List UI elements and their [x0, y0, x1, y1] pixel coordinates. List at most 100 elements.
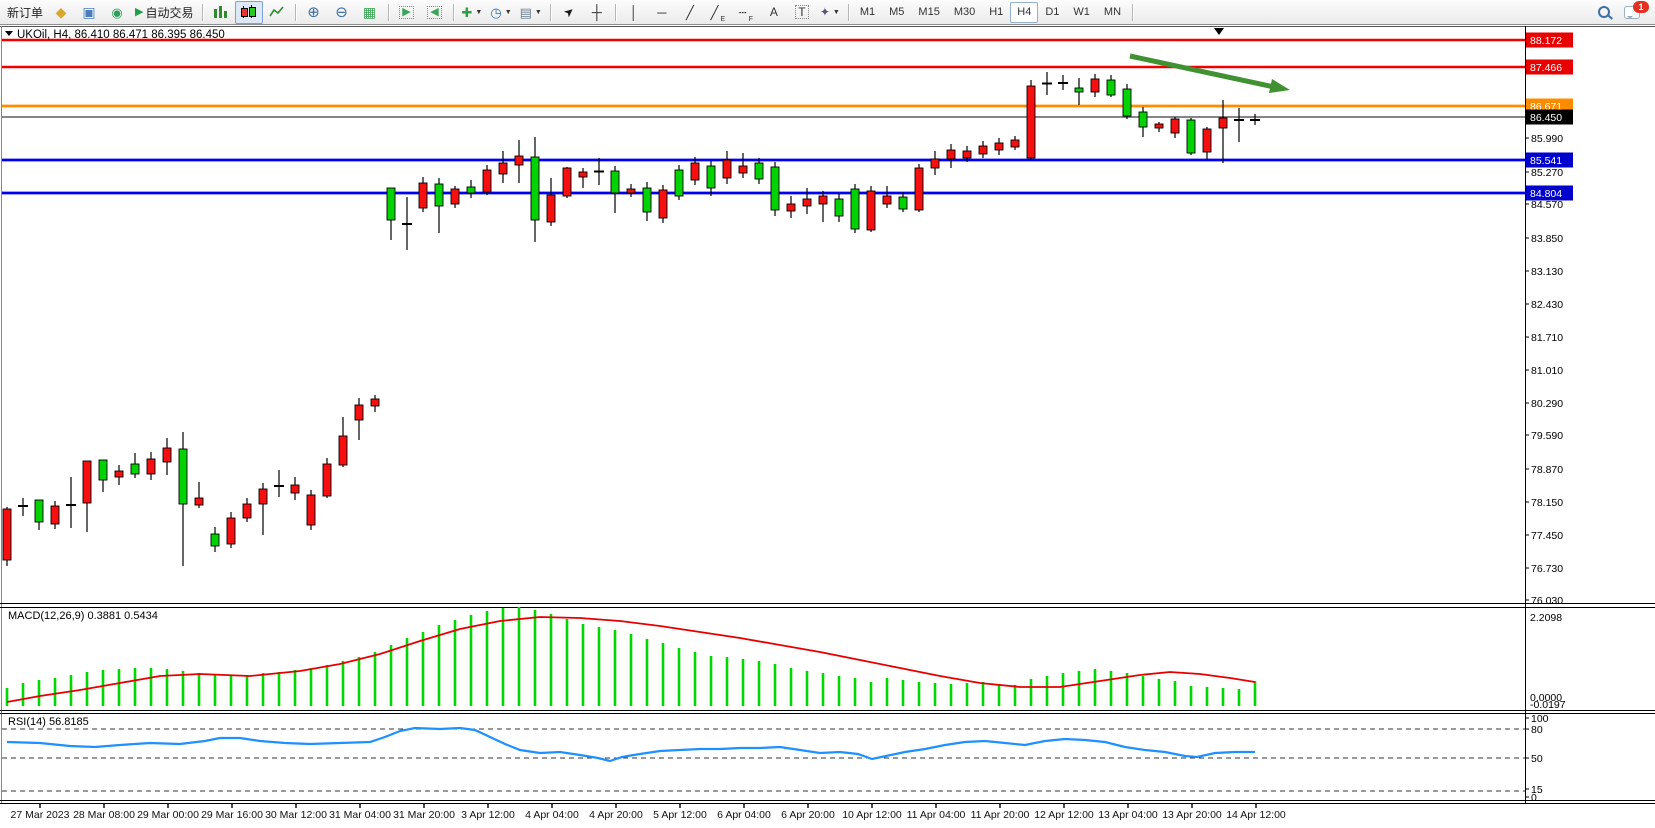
zoom-out-button[interactable]: ⊖: [328, 1, 356, 24]
price-tick-label: 81.010: [1531, 365, 1563, 377]
auto-scroll-button[interactable]: ▶: [393, 1, 421, 24]
candle-body: [370, 398, 380, 407]
chart-shift-icon: ◀: [427, 5, 442, 19]
notifications-button[interactable]: 1: [1618, 0, 1649, 24]
candle-body: [946, 149, 956, 160]
rsi-axis-label: 100: [1531, 713, 1549, 725]
trend-arrow-head[interactable]: [1269, 79, 1290, 93]
timeframe-m15[interactable]: M15: [918, 6, 940, 18]
auto-trading-button[interactable]: ▶ 自动交易: [131, 1, 197, 24]
candle-body: [354, 404, 364, 421]
timeframe-w1[interactable]: W1: [1073, 6, 1090, 18]
candle-body: [1186, 119, 1196, 154]
auto-trading-icon: ▶: [135, 5, 144, 18]
text-tool-button[interactable]: A: [760, 1, 788, 24]
macd-signal-line: [6, 616, 1256, 703]
line-chart-button[interactable]: [263, 1, 291, 24]
price-tick-label: 85.270: [1531, 167, 1563, 179]
candle-body: [498, 162, 508, 175]
candle-body: [674, 169, 684, 197]
macd-axis-min: -0.0197: [1530, 699, 1566, 711]
candle-body: [98, 459, 108, 481]
timeframe-mn[interactable]: MN: [1103, 6, 1122, 18]
price-tick-label: 78.870: [1531, 464, 1563, 476]
timeframe-h4[interactable]: H4: [1010, 1, 1039, 23]
search-button[interactable]: [1590, 1, 1618, 24]
trend-arrow-line[interactable]: [1129, 53, 1275, 90]
candlestick-chart-button[interactable]: [234, 0, 263, 24]
zoom-in-button[interactable]: ⊕: [300, 1, 328, 24]
crosshair-button[interactable]: ┼: [583, 1, 611, 24]
toolbar-separator: [1132, 3, 1134, 21]
bar-chart-button[interactable]: [207, 1, 235, 24]
shapes-tool-icon-caret: ▼: [832, 8, 840, 16]
bar-chart-icon: [213, 5, 228, 19]
symbol-dropdown-icon[interactable]: [5, 31, 13, 36]
new-order-button[interactable]: 新订单: [3, 1, 47, 24]
candle-body: [770, 166, 780, 211]
candle-body: [866, 190, 876, 231]
candle-body: [1138, 111, 1148, 128]
rsi-label: RSI(14) 56.8185: [8, 716, 89, 728]
channel-tool-button[interactable]: ╱ E: [704, 1, 732, 24]
price-badge: [1526, 109, 1573, 125]
rsi-axis-label: 0: [1531, 792, 1537, 804]
time-label: 13 Apr 04:00: [1098, 809, 1158, 821]
price-badge: [1526, 152, 1573, 168]
chart-shift-button[interactable]: ◀: [421, 1, 449, 24]
candle-body: [1202, 128, 1212, 153]
candle-body: [610, 170, 620, 194]
time-marker: [1214, 28, 1224, 35]
signals-button[interactable]: ◉: [103, 1, 131, 24]
hline-tool-button[interactable]: ─: [648, 1, 676, 24]
period-clock-button[interactable]: ◷ ▼: [486, 1, 515, 24]
period-clock-icon-caret: ▼: [504, 8, 512, 16]
shapes-tool-icon: ✦: [819, 5, 830, 19]
fibonacci-tool-icon-sub: F: [748, 15, 753, 23]
tile-windows-button[interactable]: ▦: [356, 1, 384, 24]
price-tick-label: 79.590: [1531, 430, 1563, 442]
market-watch-button[interactable]: ▣: [75, 1, 103, 24]
vline-tool-button[interactable]: │: [620, 1, 648, 24]
candle-body: [962, 150, 972, 159]
signals-icon: ◉: [111, 4, 123, 20]
time-label: 30 Mar 12:00: [265, 809, 327, 821]
candle-body: [786, 203, 796, 212]
candle-body: [322, 463, 332, 497]
timeframe-m1[interactable]: M1: [859, 6, 876, 18]
candle-body: [722, 159, 732, 179]
timeframe-m30[interactable]: M30: [953, 6, 976, 18]
time-label: 3 Apr 12:00: [461, 809, 515, 821]
trendline-tool-button[interactable]: ╱: [676, 1, 704, 24]
candle-body: [994, 142, 1004, 151]
template-button[interactable]: ▤ ▼: [516, 1, 546, 24]
time-label: 31 Mar 20:00: [393, 809, 455, 821]
label-tool-button[interactable]: T: [788, 1, 816, 24]
add-indicator-button[interactable]: ✚ ▼: [458, 1, 487, 24]
timeframe-d1[interactable]: D1: [1045, 6, 1060, 18]
channel-tool-icon: ╱: [710, 4, 719, 20]
candle-body: [626, 188, 636, 194]
candle-body: [290, 484, 300, 494]
time-label: 31 Mar 04:00: [329, 809, 391, 821]
time-label: 27 Mar 2023: [11, 809, 70, 821]
timeframe-h1[interactable]: H1: [989, 6, 1004, 18]
candle-body: [658, 189, 668, 219]
price-tick-label: 83.130: [1531, 266, 1563, 278]
candle-body: [1074, 87, 1084, 93]
candle-body: [1010, 139, 1020, 148]
cursor-button[interactable]: ➤: [555, 1, 583, 24]
fibonacci-tool-button[interactable]: ┄ F: [732, 1, 760, 24]
price-badge-label: 86.450: [1530, 112, 1562, 124]
candle-body: [738, 165, 748, 174]
hline-tool-icon: ─: [657, 4, 667, 20]
zoom-out-icon: ⊖: [335, 3, 348, 21]
candlestick-chart-icon: [241, 5, 256, 19]
rsi-axis-label: 15: [1531, 784, 1543, 796]
timeframe-m5[interactable]: M5: [889, 6, 905, 18]
shapes-tool-button[interactable]: ✦ ▼: [816, 1, 844, 24]
toolbar-separator: [549, 3, 551, 21]
new-order-cube-button[interactable]: ◆: [47, 1, 75, 24]
trendline-tool-icon: ╱: [685, 4, 694, 20]
